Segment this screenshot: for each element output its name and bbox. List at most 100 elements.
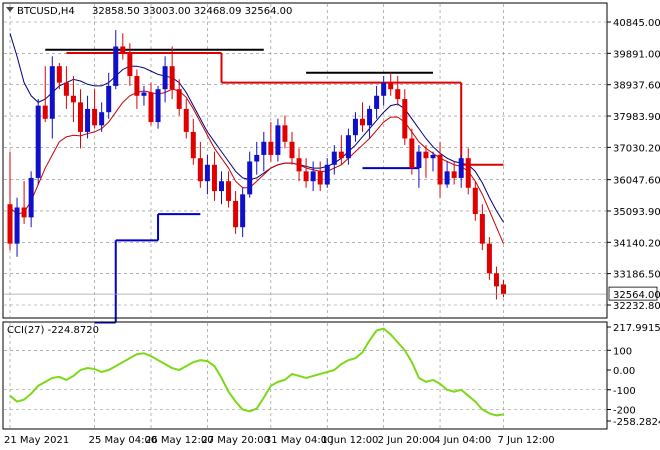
candle-body: [437, 154, 443, 185]
candle-body: [324, 164, 330, 185]
candle-body: [247, 161, 253, 195]
candle-body: [134, 76, 140, 96]
candle-body: [360, 118, 365, 126]
x-tick-label: 26 May 12:00: [145, 435, 214, 446]
cci-line: [9, 327, 504, 417]
candle-body: [472, 187, 478, 215]
candle-body: [465, 158, 471, 188]
candle-body: [92, 108, 98, 126]
candle-body: [451, 171, 457, 178]
symbol-label: BTCUSD,H4: [17, 6, 75, 17]
candle-body: [458, 158, 464, 178]
candle-body: [197, 158, 203, 182]
x-tick-label: 25 May 04:00: [89, 435, 158, 446]
candle-body: [493, 273, 499, 287]
y-tick-label: 39891.00: [613, 49, 660, 60]
candle-body: [204, 164, 210, 182]
candle-body: [331, 151, 337, 165]
candle-body: [416, 151, 422, 169]
main-frame: [2, 2, 608, 319]
x-tick-label: 2 Jun 20:00: [378, 435, 435, 446]
candle-body: [14, 207, 20, 244]
candle-body: [479, 214, 485, 244]
candle-body: [219, 181, 224, 192]
cci-tick-label: 0.00: [613, 366, 635, 377]
y-tick-label: 33186.50: [613, 270, 660, 281]
ohlc-label: 32858.50 33003.00 32468.09 32564.00: [92, 6, 292, 17]
candle-body: [240, 194, 246, 228]
candle-body: [268, 141, 274, 155]
candle-body: [35, 105, 41, 178]
cci-tick-label: 217.9915: [613, 323, 660, 334]
candle-body: [169, 66, 175, 90]
x-tick-label: 4 Jun 04:00: [434, 435, 491, 446]
current-price-box: [608, 286, 658, 301]
candle-body: [85, 108, 91, 132]
candle-body: [70, 95, 76, 103]
candle-body: [21, 207, 27, 218]
candle-body: [183, 108, 189, 132]
cci-frame: [2, 321, 608, 430]
candle-body: [423, 151, 429, 159]
candle-body: [141, 92, 147, 96]
candle-body: [486, 243, 492, 274]
candle-body: [338, 151, 344, 159]
candle-body: [162, 66, 168, 90]
cci-tick-label: -200: [613, 405, 636, 416]
x-tick-label: 1 Jun 12:00: [321, 435, 378, 446]
candle-body: [190, 131, 196, 159]
ma-fast-line: [9, 88, 504, 244]
candle-body: [395, 89, 401, 100]
y-tick-label: 35093.90: [613, 207, 660, 218]
current-price-label: 32564.00: [613, 290, 660, 301]
candle-body: [63, 82, 69, 96]
candle-body: [501, 284, 506, 295]
x-tick-label: 7 Jun 12:00: [498, 435, 555, 446]
candle-body: [28, 177, 34, 218]
candle-body: [7, 204, 13, 244]
candle-body: [127, 53, 133, 77]
y-tick-label: 38937.60: [613, 81, 660, 92]
candle-body: [409, 138, 415, 169]
cci-tick-label: -100: [613, 386, 636, 397]
candle-body: [303, 171, 309, 182]
ma-slow-line: [9, 33, 504, 223]
candle-body: [430, 154, 436, 159]
candle-body: [78, 102, 83, 132]
candle-body: [381, 82, 387, 96]
candle-body: [113, 46, 119, 86]
cci-title: CCI(27) -224.8720: [7, 325, 99, 336]
x-tick-label: 31 May 04:00: [265, 435, 334, 446]
candle-body: [42, 105, 48, 119]
candle-body: [155, 89, 161, 123]
candle-body: [233, 200, 239, 228]
dropdown-arrow-icon: [6, 7, 14, 12]
y-tick-label: 37030.20: [613, 143, 660, 154]
candle-body: [282, 125, 288, 142]
candle-body: [352, 118, 358, 136]
candle-body: [254, 154, 260, 162]
candle-body: [106, 85, 112, 113]
cci-plot: [4, 327, 606, 417]
candle-body: [99, 112, 105, 126]
candle-body: [261, 141, 267, 155]
y-tick-label: 32232.80: [613, 301, 660, 312]
candle-body: [444, 171, 450, 185]
candle-body: [296, 158, 302, 172]
candle-body: [226, 181, 232, 201]
y-tick-label: 36047.60: [613, 176, 660, 187]
candle-body: [120, 46, 126, 54]
y-tick-label: 34140.20: [613, 238, 660, 249]
candle-body: [367, 108, 373, 126]
candle-body: [176, 89, 182, 109]
candle-body: [289, 141, 295, 159]
candle-body: [275, 125, 281, 155]
candle-body: [56, 66, 62, 83]
candle-body: [374, 95, 380, 109]
candle-body: [148, 92, 154, 123]
cci-tick-label: -258.2824: [613, 417, 660, 428]
candle-body: [402, 99, 408, 139]
